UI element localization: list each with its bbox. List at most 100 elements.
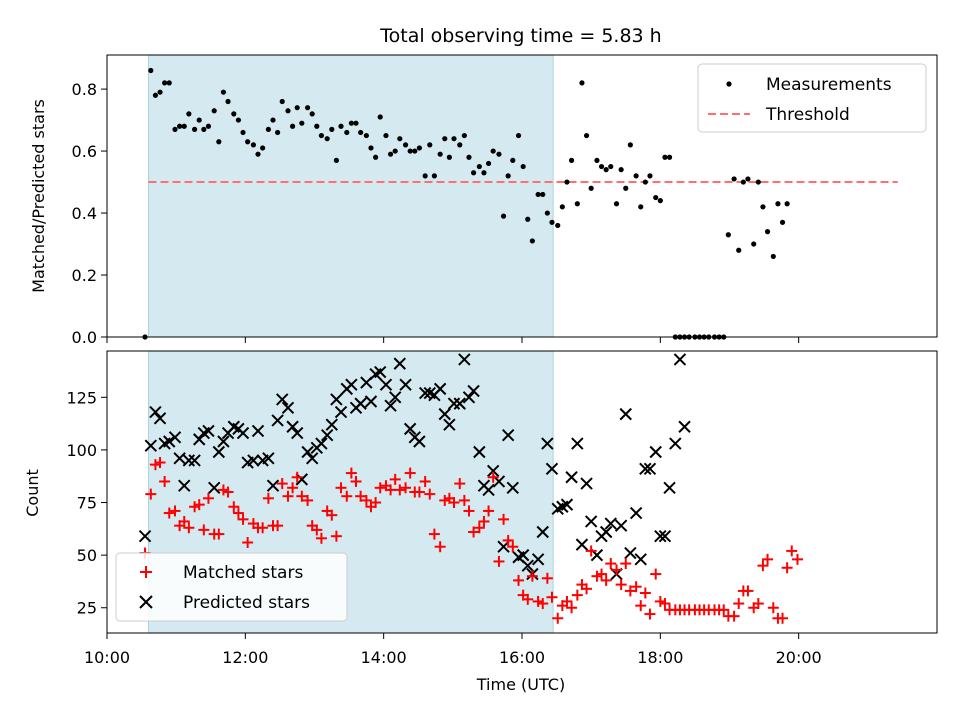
predicted-stars-point (286, 420, 299, 433)
measurement-point (216, 139, 222, 145)
predicted-stars-point (138, 529, 152, 543)
matched-stars-point (718, 604, 730, 616)
matched-stars-point (581, 583, 593, 595)
measurement-point (633, 173, 639, 179)
predicted-stars-point (649, 445, 662, 459)
measurement-point (162, 80, 168, 86)
predicted-stars-point (639, 462, 652, 476)
matched-stars-point (413, 486, 425, 498)
matched-stars-point (428, 528, 440, 540)
matched-stars-point (198, 524, 210, 536)
predicted-stars-point (443, 418, 456, 431)
measurement-point (544, 210, 550, 216)
measurement-point (775, 201, 781, 207)
measurement-point (485, 160, 492, 167)
matched-stars-point (635, 600, 647, 612)
matched-stars-point (282, 490, 294, 502)
measurement-point (397, 136, 403, 142)
legend-matched-label: Matched stars (183, 563, 303, 583)
measurement-point (372, 154, 379, 160)
measurement-point (431, 173, 437, 179)
predicted-stars-point (669, 437, 682, 450)
x-tick-label: 18:00 (637, 648, 683, 667)
matched-stars-point (404, 467, 416, 479)
matched-stars-point (159, 475, 171, 487)
predicted-stars-point (462, 391, 476, 404)
predicted-stars-point (624, 546, 637, 560)
matched-stars-point (585, 545, 597, 557)
matched-stars-point (163, 507, 175, 519)
x-tick-label: 12:00 (222, 648, 268, 667)
predicted-stars-point (266, 479, 280, 492)
matched-stars-point (183, 522, 195, 534)
matched-stars-point (262, 492, 274, 504)
measurement-point (559, 204, 565, 210)
measurement-point (363, 132, 369, 139)
predicted-stars-point (580, 477, 593, 490)
predicted-stars-point (144, 439, 158, 452)
matched-stars-point (639, 587, 651, 599)
measurement-point (549, 219, 555, 225)
measurement-point (442, 136, 448, 142)
predicted-stars-point (604, 517, 617, 530)
matched-stars-point (537, 598, 549, 610)
measurement-point (245, 139, 251, 145)
measurement-point (481, 170, 487, 176)
predicted-stars-point (565, 471, 578, 484)
predicted-stars-point (629, 506, 643, 520)
measurement-point (407, 148, 413, 154)
predicted-stars-point (482, 483, 495, 497)
matched-stars-point (487, 471, 499, 483)
matched-stars-point (478, 515, 490, 527)
measurement-point (470, 170, 477, 176)
matched-stars-point (448, 497, 460, 509)
matched-stars-point (345, 467, 357, 479)
predicted-stars-point (634, 553, 647, 566)
y-tick-label: 100 (66, 441, 97, 460)
y-tick-label: 0.2 (72, 266, 97, 285)
measurement-point (377, 114, 383, 120)
predicted-stars-point (673, 353, 687, 366)
measurement-point (740, 179, 746, 185)
legend-predicted-marker (139, 595, 153, 609)
predicted-stars-point (330, 393, 343, 406)
predicted-stars-point (663, 481, 676, 494)
matched-stars-point (473, 522, 485, 534)
measurement-point (613, 201, 620, 207)
legend-predicted-label: Predicted stars (183, 593, 310, 613)
measurement-point (172, 126, 178, 132)
predicted-stars-point (506, 481, 519, 494)
measurement-point (422, 173, 428, 179)
measurement-point (177, 123, 183, 129)
measurement-point (437, 151, 443, 157)
measurement-point (285, 108, 291, 114)
matched-stars-point (193, 499, 205, 511)
y-tick-label: 125 (66, 388, 97, 407)
matched-stars-point (400, 482, 412, 494)
matched-stars-point (541, 572, 553, 584)
matched-stars-point (424, 488, 436, 500)
predicted-stars-point (393, 357, 407, 370)
measurement-point (294, 105, 300, 111)
matched-stars-point (232, 507, 244, 519)
predicted-stars-point (536, 525, 549, 539)
y-tick-label: 0.0 (72, 328, 97, 347)
measurement-point (461, 132, 467, 139)
predicted-stars-point (247, 454, 260, 467)
matched-stars-point (434, 541, 446, 553)
predicted-stars-point (599, 525, 613, 539)
predicted-stars-point (208, 481, 221, 494)
measurement-point (725, 232, 731, 238)
measurement-point (304, 105, 311, 111)
measurement-point (299, 120, 305, 126)
matched-stars-point (257, 522, 269, 534)
matched-stars-point (242, 537, 254, 549)
predicted-stars-point (315, 437, 328, 450)
matched-stars-point (394, 484, 406, 496)
predicted-stars-point (433, 382, 447, 396)
matched-stars-point (315, 532, 327, 544)
matched-stars-point (552, 612, 564, 624)
top-legend-box (697, 63, 927, 133)
y-tick-label: 25 (77, 599, 97, 618)
measurement-point (623, 185, 629, 191)
